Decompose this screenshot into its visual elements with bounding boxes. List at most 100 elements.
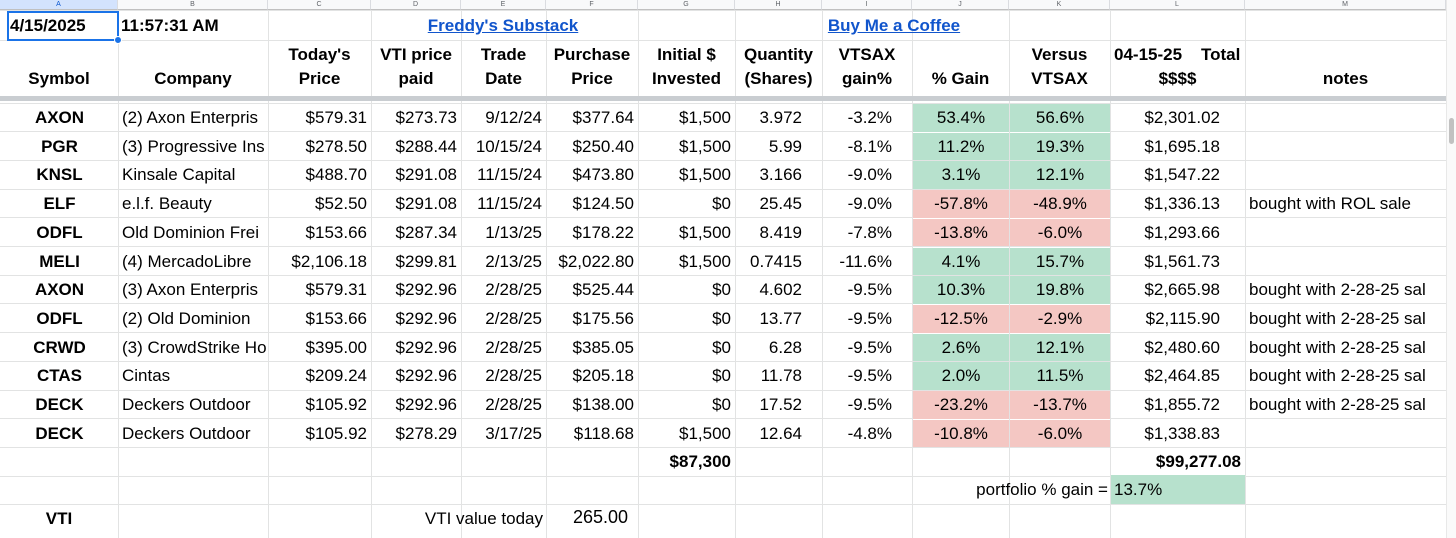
todays-price-cell[interactable]: $579.31 <box>305 280 367 300</box>
vtsax-gain-cell[interactable]: -3.2% <box>847 108 892 127</box>
notes-cell[interactable]: bought with 2-28-25 sal <box>1249 280 1426 300</box>
quantity-cell[interactable]: 12.64 <box>759 423 802 443</box>
column-header-b[interactable]: B <box>118 0 268 10</box>
notes-cell[interactable]: bought with 2-28-25 sal <box>1249 366 1426 386</box>
quantity-cell[interactable]: 6.28 <box>768 337 802 357</box>
trade-date-cell[interactable]: 3/17/25 <box>485 423 542 443</box>
header-todays-price-l2[interactable]: Price <box>298 69 341 88</box>
trade-date-cell[interactable]: 2/28/25 <box>485 366 542 386</box>
notes-cell[interactable]: bought with 2-28-25 sal <box>1249 395 1426 414</box>
header-trade-date-l1[interactable]: Trade <box>480 45 527 64</box>
notes-cell[interactable]: bought with 2-28-25 sal <box>1249 337 1426 357</box>
header-notes[interactable]: notes <box>1322 69 1369 88</box>
symbol-cell[interactable]: AXON <box>34 280 85 300</box>
symbol-cell[interactable]: MELI <box>39 251 80 271</box>
quantity-cell[interactable]: 25.45 <box>759 194 802 214</box>
column-header-k[interactable]: K <box>1009 0 1110 10</box>
quantity-cell[interactable]: 3.166 <box>759 165 802 185</box>
column-header-f[interactable]: F <box>546 0 638 10</box>
versus-vtsax-cell[interactable]: 56.6% <box>1010 104 1110 132</box>
total-cell[interactable]: $1,547.22 <box>1144 165 1220 185</box>
trade-date-cell[interactable]: 2/28/25 <box>485 280 542 300</box>
column-header-i[interactable]: I <box>822 0 912 10</box>
company-cell[interactable]: Old Dominion Frei <box>122 222 259 242</box>
trade-date-cell[interactable]: 1/13/25 <box>485 222 542 242</box>
pct-gain-cell[interactable]: 10.3% <box>913 276 1009 304</box>
purchase-price-cell[interactable]: $205.18 <box>572 366 634 386</box>
header-quantity-l2[interactable]: (Shares) <box>744 69 813 88</box>
header-symbol[interactable]: Symbol <box>28 69 90 88</box>
header-quantity-l1[interactable]: Quantity <box>744 45 813 64</box>
company-cell[interactable]: Cintas <box>122 366 171 386</box>
notes-cell[interactable] <box>1246 104 1446 132</box>
scrollbar-thumb[interactable] <box>1449 118 1454 144</box>
purchase-price-cell[interactable]: $525.44 <box>572 280 634 300</box>
header-purchase-price-l2[interactable]: Price <box>571 69 613 88</box>
total-cell[interactable]: $1,338.83 <box>1144 423 1220 443</box>
company-cell[interactable]: (3) Progressive Ins <box>122 136 265 156</box>
versus-vtsax-cell[interactable]: 15.7% <box>1010 247 1110 276</box>
quantity-cell[interactable]: 13.77 <box>759 308 802 328</box>
header-todays-price-l1[interactable]: Today's <box>288 45 351 64</box>
company-cell[interactable]: Kinsale Capital <box>122 165 236 185</box>
purchase-price-cell[interactable]: $473.80 <box>572 165 634 185</box>
quantity-cell[interactable]: 0.7415 <box>750 251 802 271</box>
pct-gain-cell[interactable]: 3.1% <box>913 161 1009 190</box>
portfolio-total[interactable]: $99,277.08 <box>1155 452 1241 471</box>
total-cell[interactable]: $2,480.60 <box>1144 337 1220 357</box>
vti-paid-cell[interactable]: $291.08 <box>395 194 457 214</box>
notes-cell[interactable]: bought with 2-28-25 sal <box>1249 308 1426 328</box>
versus-vtsax-cell[interactable]: -2.9% <box>1010 304 1110 333</box>
vtsax-gain-cell[interactable]: -11.6% <box>839 251 892 271</box>
header-total-dollars[interactable]: $$$$ <box>1158 69 1197 88</box>
header-initial-invested-l2[interactable]: Invested <box>652 69 721 88</box>
initial-invested-cell[interactable]: $1,500 <box>679 108 731 127</box>
symbol-cell[interactable]: DECK <box>35 395 84 414</box>
pct-gain-cell[interactable]: -57.8% <box>913 190 1009 218</box>
vti-paid-cell[interactable]: $292.96 <box>395 337 457 357</box>
buy-me-a-coffee-link[interactable]: Buy Me a Coffee <box>827 16 961 35</box>
initial-invested-cell[interactable]: $0 <box>712 194 731 214</box>
todays-price-cell[interactable]: $52.50 <box>315 194 367 214</box>
total-cell[interactable]: $1,561.73 <box>1144 251 1220 271</box>
company-cell[interactable]: Deckers Outdoor <box>122 395 251 414</box>
freddys-substack-link[interactable]: Freddy's Substack <box>427 16 579 35</box>
vtsax-gain-cell[interactable]: -9.0% <box>847 194 892 214</box>
company-cell[interactable]: (4) MercadoLibre <box>122 251 252 271</box>
time-cell[interactable]: 11:57:31 AM <box>121 16 219 35</box>
total-invested[interactable]: $87,300 <box>669 452 731 471</box>
quantity-cell[interactable]: 4.602 <box>759 280 802 300</box>
vtsax-gain-cell[interactable]: -9.5% <box>847 366 892 386</box>
todays-price-cell[interactable]: $579.31 <box>305 108 367 127</box>
notes-cell[interactable] <box>1246 420 1446 448</box>
initial-invested-cell[interactable]: $1,500 <box>679 165 731 185</box>
purchase-price-cell[interactable]: $124.50 <box>572 194 634 214</box>
notes-cell[interactable] <box>1246 219 1446 247</box>
symbol-cell[interactable]: ODFL <box>36 222 83 242</box>
header-vti-paid-l2[interactable]: paid <box>398 69 434 88</box>
vtsax-gain-cell[interactable]: -9.5% <box>847 337 892 357</box>
trade-date-cell[interactable]: 2/28/25 <box>485 395 542 414</box>
todays-price-cell[interactable]: $395.00 <box>305 337 367 357</box>
symbol-cell[interactable]: CRWD <box>33 337 86 357</box>
vtsax-gain-cell[interactable]: -9.5% <box>847 395 892 414</box>
date-cell[interactable]: 4/15/2025 <box>10 16 86 35</box>
trade-date-cell[interactable]: 11/15/24 <box>477 165 542 185</box>
pct-gain-cell[interactable]: -10.8% <box>913 419 1009 448</box>
purchase-price-cell[interactable]: $175.56 <box>572 308 634 328</box>
vtsax-gain-cell[interactable]: -9.0% <box>847 165 892 185</box>
todays-price-cell[interactable]: $105.92 <box>305 395 367 414</box>
vtsax-gain-cell[interactable]: -9.5% <box>847 280 892 300</box>
frozen-rows-divider[interactable] <box>0 96 1446 101</box>
purchase-price-cell[interactable]: $118.68 <box>573 423 634 443</box>
purchase-price-cell[interactable]: $385.05 <box>572 337 634 357</box>
versus-vtsax-cell[interactable]: 19.3% <box>1010 132 1110 161</box>
vti-paid-cell[interactable]: $292.96 <box>395 308 457 328</box>
versus-vtsax-cell[interactable]: 19.8% <box>1010 276 1110 304</box>
symbol-cell[interactable]: DECK <box>35 423 84 443</box>
trade-date-cell[interactable]: 9/12/24 <box>485 108 542 127</box>
vti-paid-cell[interactable]: $278.29 <box>395 423 457 443</box>
notes-cell[interactable]: bought with ROL sale <box>1249 194 1411 214</box>
purchase-price-cell[interactable]: $178.22 <box>572 222 634 242</box>
initial-invested-cell[interactable]: $0 <box>712 395 731 414</box>
